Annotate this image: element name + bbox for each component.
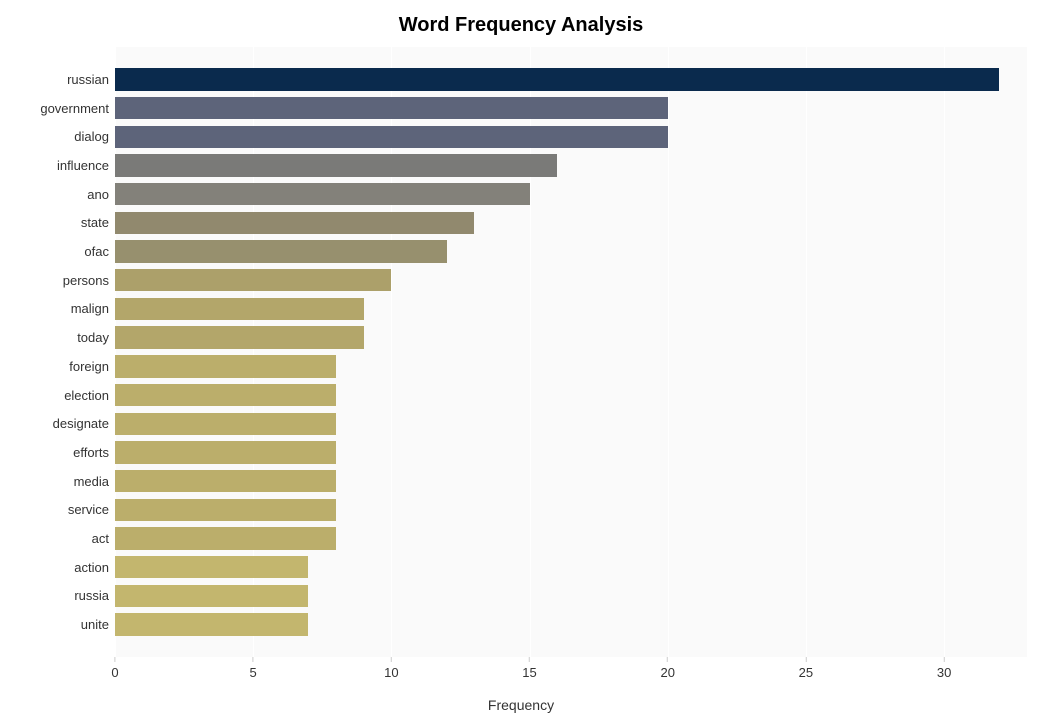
bar (115, 240, 447, 262)
y-tick-label: state (81, 215, 115, 230)
bar-row: government (115, 97, 1027, 119)
bar-row: russia (115, 585, 1027, 607)
x-tick: 30 (937, 657, 951, 680)
y-tick-label: designate (53, 416, 115, 431)
bar-row: election (115, 384, 1027, 406)
bar (115, 527, 336, 549)
bar-row: media (115, 470, 1027, 492)
bar-row: ofac (115, 240, 1027, 262)
y-tick-label: influence (57, 158, 115, 173)
bar-row: today (115, 326, 1027, 348)
bar (115, 585, 308, 607)
x-tick-label: 15 (522, 665, 536, 680)
bar (115, 183, 530, 205)
x-tick: 10 (384, 657, 398, 680)
bar (115, 556, 308, 578)
x-tick-label: 0 (111, 665, 118, 680)
x-axis-label: Frequency (10, 697, 1032, 713)
y-tick-label: unite (81, 617, 115, 632)
bar (115, 298, 364, 320)
bar (115, 355, 336, 377)
y-tick-label: russian (67, 72, 115, 87)
bar (115, 212, 474, 234)
bar (115, 413, 336, 435)
y-tick-label: persons (63, 273, 115, 288)
bar (115, 269, 391, 291)
x-tick-label: 30 (937, 665, 951, 680)
x-tick-label: 20 (660, 665, 674, 680)
bar (115, 68, 999, 90)
x-axis: 051015202530 (115, 657, 1027, 697)
y-tick-label: act (92, 531, 115, 546)
bar (115, 384, 336, 406)
y-tick-label: today (77, 330, 115, 345)
bar (115, 499, 336, 521)
y-tick-label: ano (87, 187, 115, 202)
bar-row: state (115, 212, 1027, 234)
bar-row: act (115, 527, 1027, 549)
y-tick-label: action (74, 560, 115, 575)
y-tick-label: dialog (74, 129, 115, 144)
y-tick-label: foreign (69, 359, 115, 374)
x-tick: 25 (799, 657, 813, 680)
plot-area: russian government dialog influence ano state… (115, 47, 1027, 657)
bar-row: malign (115, 298, 1027, 320)
x-tick: 5 (250, 657, 257, 680)
bar-row: dialog (115, 126, 1027, 148)
x-tick-label: 10 (384, 665, 398, 680)
x-tick: 15 (522, 657, 536, 680)
bar-row: efforts (115, 441, 1027, 463)
bar (115, 470, 336, 492)
bar-row: action (115, 556, 1027, 578)
bar-row: foreign (115, 355, 1027, 377)
bar (115, 441, 336, 463)
bar-row: russian (115, 68, 1027, 90)
x-tick: 0 (111, 657, 118, 680)
y-tick-label: election (64, 388, 115, 403)
y-tick-label: ofac (84, 244, 115, 259)
y-tick-label: malign (71, 301, 115, 316)
y-tick-label: government (40, 101, 115, 116)
y-tick-label: efforts (73, 445, 115, 460)
y-tick-label: service (68, 502, 115, 517)
bar (115, 326, 364, 348)
bar-row: designate (115, 413, 1027, 435)
y-tick-label: media (74, 474, 115, 489)
bar (115, 97, 668, 119)
chart-title: Word Frequency Analysis (10, 14, 1032, 37)
bar (115, 613, 308, 635)
bar-row: persons (115, 269, 1027, 291)
bar-row: influence (115, 154, 1027, 176)
bar (115, 126, 668, 148)
bar-row: unite (115, 613, 1027, 635)
y-tick-label: russia (74, 588, 115, 603)
x-tick-label: 25 (799, 665, 813, 680)
chart-container: Word Frequency Analysis russiangovernmen… (0, 0, 1042, 701)
bar-row: ano (115, 183, 1027, 205)
bar-row: service (115, 499, 1027, 521)
bar (115, 154, 557, 176)
x-tick-label: 5 (250, 665, 257, 680)
x-tick: 20 (660, 657, 674, 680)
